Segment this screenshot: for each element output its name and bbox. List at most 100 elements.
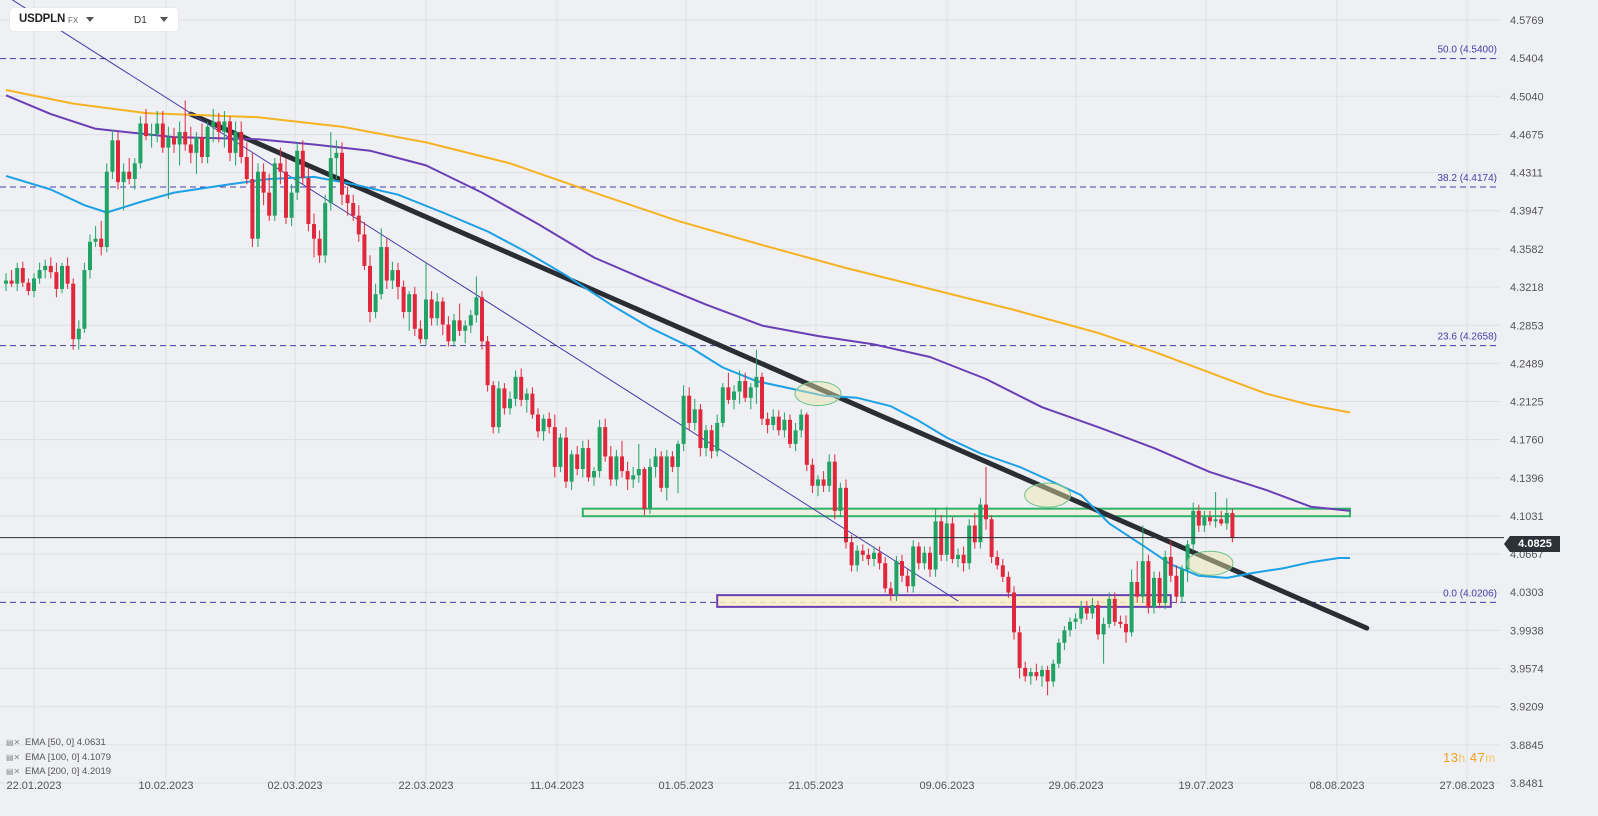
candle <box>564 427 568 488</box>
x-tick-label: 27.08.2023 <box>1439 780 1494 792</box>
candle <box>88 234 92 279</box>
candle-body <box>1140 561 1145 597</box>
candle-body <box>1185 544 1190 570</box>
candle-body <box>1174 575 1179 597</box>
x-tick-label: 10.02.2023 <box>138 780 193 792</box>
legend-item-ema50[interactable]: ▤✕ EMA [50, 0] 4.0631 <box>6 736 111 751</box>
candle-body <box>709 430 714 452</box>
candle <box>172 127 176 153</box>
candle-body <box>250 179 255 239</box>
candle-body <box>771 416 776 426</box>
candle-body <box>1073 618 1078 622</box>
candle <box>1040 665 1044 687</box>
candle <box>200 123 204 164</box>
countdown-minutes: 47 <box>1469 750 1486 765</box>
candle-body <box>888 588 893 595</box>
y-tick-label: 4.3582 <box>1510 244 1544 256</box>
candle <box>233 121 238 166</box>
legend-item-ema100[interactable]: ▤✕ EMA [100, 0] 4.1079 <box>6 751 111 766</box>
candle <box>816 475 820 497</box>
candle <box>116 131 120 190</box>
candle-body <box>468 315 473 326</box>
candle <box>491 381 496 434</box>
candle <box>849 534 854 572</box>
candle <box>127 158 132 185</box>
candle <box>93 226 98 248</box>
candle-body <box>166 137 171 148</box>
candle <box>547 412 552 434</box>
legend-label-ema100: EMA [100, 0] 4.1079 <box>25 751 112 763</box>
candle-body <box>1224 512 1229 524</box>
candle-body <box>760 376 764 419</box>
candle-body <box>1129 582 1134 633</box>
candle-body <box>356 215 361 235</box>
candle-body <box>1219 519 1224 524</box>
candle-body <box>1062 630 1067 643</box>
candle <box>368 255 372 323</box>
legend-item-ema200[interactable]: ▤✕ EMA [200, 0] 4.2019 <box>6 765 111 780</box>
timeframe-label[interactable]: D1 <box>134 15 147 26</box>
market-label: FX <box>68 16 79 25</box>
candle <box>692 398 697 431</box>
candle-body <box>1012 592 1016 633</box>
candle <box>978 498 983 549</box>
settings-close-icon[interactable]: ▤✕ <box>6 738 21 747</box>
settings-close-icon[interactable]: ▤✕ <box>6 767 21 776</box>
candle <box>642 466 647 516</box>
candle-body <box>1107 598 1112 624</box>
symbol-label: USDPLN <box>19 13 66 25</box>
settings-close-icon[interactable]: ▤✕ <box>6 752 21 762</box>
candle <box>984 466 988 530</box>
candle <box>54 262 59 298</box>
ema-line-50 <box>5 174 1350 579</box>
candle <box>648 458 652 515</box>
y-tick-label: 3.8481 <box>1510 778 1544 790</box>
candle <box>704 425 708 457</box>
candle-body <box>233 131 238 153</box>
candle <box>205 121 210 164</box>
symbol-selector[interactable]: USDPLN FX D1 <box>10 8 178 31</box>
candle <box>1196 504 1201 532</box>
candle <box>1017 626 1022 679</box>
candle-body <box>838 487 843 511</box>
candle <box>345 186 350 216</box>
candle-body <box>883 563 888 589</box>
candle <box>334 140 339 180</box>
candle <box>1068 617 1072 637</box>
candle-body <box>631 475 636 480</box>
candle <box>888 582 893 601</box>
candle-body <box>765 418 770 426</box>
candle <box>513 370 518 407</box>
timeframe-dropdown-icon[interactable] <box>160 17 168 22</box>
candle-body <box>48 265 53 273</box>
candle <box>552 414 557 478</box>
candle <box>765 412 770 434</box>
fib-level-label: 23.6 (4.2658) <box>1438 332 1498 343</box>
candle-body <box>519 376 524 400</box>
candle-body <box>944 523 949 555</box>
candle <box>698 404 703 457</box>
candle-body <box>200 137 204 158</box>
symbol-dropdown-icon[interactable] <box>86 17 94 22</box>
x-tick-label: 08.08.2023 <box>1309 780 1364 792</box>
candle <box>48 257 53 279</box>
candle-body <box>188 144 193 153</box>
candle <box>300 140 305 185</box>
candle-body <box>978 504 983 543</box>
fib-level-label: 50.0 (4.5400) <box>1438 45 1498 56</box>
y-tick-label: 3.8845 <box>1510 740 1544 752</box>
candle-body <box>1000 565 1005 577</box>
candle-body <box>625 471 630 480</box>
candle-body <box>440 301 445 325</box>
candle <box>1191 502 1196 551</box>
candle-body <box>295 150 300 193</box>
candle-body <box>821 479 826 486</box>
candle-body <box>20 267 25 283</box>
candle-body <box>396 270 400 287</box>
candle-body <box>71 283 76 340</box>
candle <box>776 410 781 436</box>
candle <box>82 262 87 333</box>
